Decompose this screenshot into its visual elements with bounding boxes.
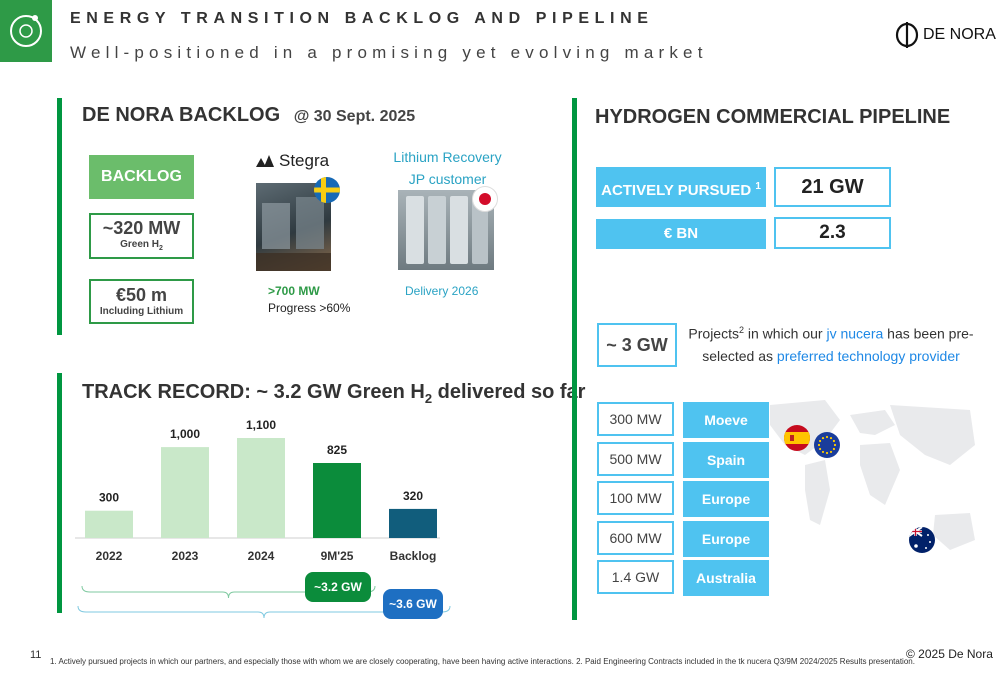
lithium-title: Lithium Recovery JP customer [390,146,505,190]
project-name: Moeve [683,402,769,438]
bar-Backlog [389,508,437,538]
project-name: Australia [683,560,769,596]
project-capacity: 600 MW [597,520,674,555]
brand-logo: DE NORA [895,22,996,48]
page-title: ENERGY TRANSITION BACKLOG AND PIPELINE [70,10,654,27]
actively-pursued-value: 21 GW [774,167,891,207]
pipeline-heading: HYDROGEN COMMERCIAL PIPELINE [595,106,951,128]
total-brace [77,605,451,619]
stegra-value: >700 MW [268,284,320,298]
australia-flag-icon [909,527,935,553]
backlog-heading: DE NORA BACKLOG @ 30 Sept. 2025 [82,104,416,126]
page-subtitle: Well-positioned in a promising yet evolv… [70,43,708,62]
japan-flag-icon [472,186,498,212]
bar-value-label: 1,100 [246,418,276,432]
eur-bn-label: € BN [596,219,766,249]
backlog-date: @ 30 Sept. 2025 [293,108,416,125]
category-label: Backlog [390,549,437,563]
project-name: Europe [683,520,769,557]
project-row: 1.4 GW Australia [597,560,772,596]
bar-value-label: 825 [327,443,347,457]
stegra-plant-photo [256,183,331,271]
track-accent-bar [57,373,62,613]
bar-2024 [237,438,285,538]
project-name: Europe [683,481,769,517]
project-capacity: 500 MW [597,441,674,476]
lithium-title-line2: JP customer [408,171,487,187]
total-incl-backlog-pill: ~3.6 GW [383,589,443,619]
stegra-mark-icon [256,155,274,167]
eur-bn-value: 2.3 [774,217,891,249]
bar-value-label: 300 [99,491,119,505]
stegra-progress: Progress >60% [268,301,351,315]
backlog-label-box: BACKLOG [89,155,194,199]
backlog-eur-value: €50 m [115,285,168,305]
bar-2023 [161,447,209,538]
bar-value-label: 1,000 [170,427,200,441]
company-logo-tile [0,0,52,62]
track-heading: TRACK RECORD: ~ 3.2 GW Green H2 delivere… [82,381,586,406]
category-label: 2023 [172,549,199,563]
category-label: 2024 [248,549,275,563]
world-map-graphic [770,400,975,550]
backlog-mw-sub: Green H2 [120,239,163,252]
category-label: 2022 [96,549,123,563]
project-capacity: 300 MW [597,402,674,436]
project-capacity: 100 MW [597,481,674,515]
bar-value-label: 320 [403,489,423,503]
project-row: 600 MW Europe [597,520,772,557]
copyright: © 2025 De Nora [906,647,993,661]
project-capacity: 1.4 GW [597,560,674,594]
backlog-mw-value: ~320 MW [102,218,181,238]
stegra-name: Stegra [279,151,330,170]
project-name: Spain [683,441,769,478]
globe-icon [10,15,42,47]
project-row: 500 MW Spain [597,441,772,478]
backlog-mw-box: ~320 MW Green H2 [89,213,194,259]
category-label: 9M'25 [321,549,354,563]
footnote: 1. Actively pursued projects in which ou… [50,657,915,666]
pipeline-accent-bar [572,98,577,620]
project-row: 300 MW Moeve [597,402,772,438]
bar-9M'25 [313,463,361,538]
sweden-flag-icon [314,177,340,203]
actively-pursued-label: ACTIVELY PURSUED 1 [596,167,766,207]
lithium-delivery: Delivery 2026 [405,284,479,298]
stegra-logo: Stegra [256,151,329,171]
preselected-description: Projects2 in which our jv nucera has bee… [688,325,974,364]
backlog-accent-bar [57,98,62,335]
page-number: 11 [30,649,42,661]
brand-name: DE NORA [923,26,996,43]
eu-flag-icon [814,432,840,458]
bar-2022 [85,510,133,538]
track-record-bar-chart: 300 2022 1,000 2023 1,100 2024 825 9M'25 320 Back… [75,418,451,619]
lithium-title-line1: Lithium Recovery [393,149,502,165]
backlog-eur-sub: Including Lithium [99,306,184,317]
project-row: 100 MW Europe [597,481,772,517]
spain-flag-icon [784,425,810,451]
de-nora-mark-icon [895,22,919,48]
backlog-eur-box: €50 m Including Lithium [89,279,194,324]
delivered-total-pill: ~3.2 GW [305,572,371,602]
preselected-gw-box: ~ 3 GW [597,323,677,367]
